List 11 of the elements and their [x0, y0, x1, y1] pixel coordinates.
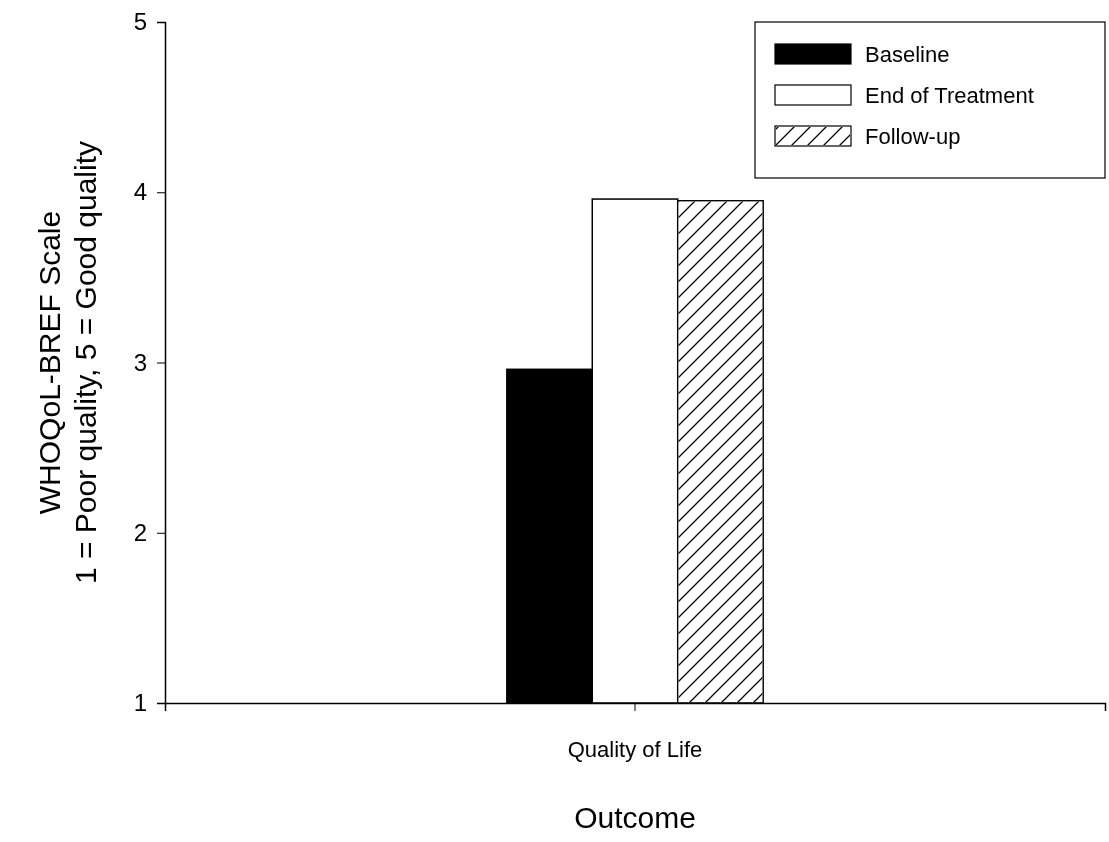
x-axis-title: Outcome [574, 801, 696, 834]
y-axis-title: WHOQoL-BREF Scale 1 = Poor quality, 5 = Good quality [33, 140, 102, 585]
y-tick-label: 5 [133, 8, 147, 36]
legend-label: End of Treatment [865, 83, 1034, 108]
y-tick-label: 2 [133, 518, 147, 546]
y-tick-label: 4 [133, 178, 147, 206]
y-tick-label: 1 [133, 689, 147, 717]
y-tick-label: 3 [133, 348, 147, 376]
legend-label: Baseline [865, 42, 950, 67]
x-tick-label: Quality of Life [567, 736, 703, 762]
legend-label: Follow-up [865, 124, 961, 149]
